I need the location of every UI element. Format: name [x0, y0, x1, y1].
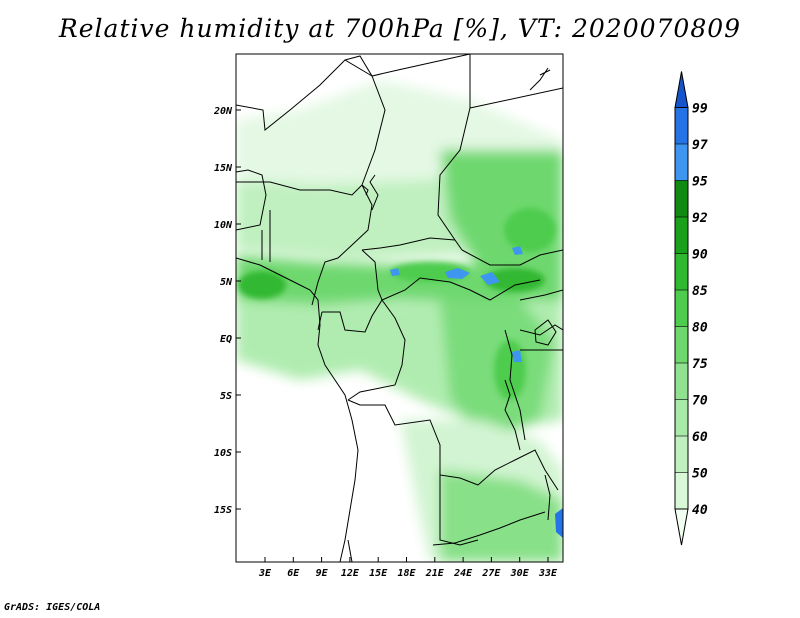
humidity-max-blob: [480, 272, 500, 285]
lake-tanganyika: [504, 379, 521, 451]
lon-tick-label: 24E: [453, 568, 473, 579]
colorbar-label: 85: [692, 284, 708, 299]
border-nigeria-cameroon: [311, 244, 353, 306]
lake-malawi: [544, 474, 551, 521]
lon-tick-label: 30E: [510, 568, 530, 579]
colorbar-label: 40: [692, 503, 708, 518]
humidity-max-blob: [390, 268, 400, 276]
colorbar-swatch: [675, 399, 688, 436]
lat-tick-label: 10S: [214, 448, 232, 459]
colorbar: 40 50 60 70 75 80 85 90 92 95 97 99: [674, 71, 708, 546]
humidity-maxima: [390, 246, 563, 538]
lon-tick-label: 15E: [369, 568, 388, 579]
colorbar-swatch: [675, 253, 688, 290]
lat-tick-label: 15N: [214, 163, 233, 174]
country-borders: [236, 54, 563, 562]
lat-tick-label: EQ: [220, 334, 232, 345]
border-south-sudan-uganda: [519, 289, 563, 301]
humidity-max-blob: [555, 508, 563, 538]
humidity-max-blob: [512, 350, 522, 362]
humidity-region-southeast: [440, 470, 563, 562]
colorbar-swatch: [675, 472, 688, 509]
lon-tick-label: 6E: [287, 568, 300, 579]
humidity-core-northeast: [504, 208, 556, 252]
colorbar-label: 50: [692, 467, 708, 482]
lat-tick-label: 15S: [214, 505, 232, 516]
colorbar-label: 99: [692, 102, 708, 117]
colorbar-swatch: [674, 508, 689, 546]
longitude-axis: 3E 6E 9E 12E 15E 18E 21E 24E 27E 30E 33E: [258, 557, 558, 579]
lat-tick-label: 5N: [220, 277, 233, 288]
latitude-axis: 20N 15N 10N 5N EQ 5S 10S 15S: [213, 106, 241, 516]
lat-tick-label: 5S: [220, 391, 232, 402]
colorbar-label: 60: [692, 430, 708, 445]
border-benin: [261, 210, 271, 262]
lat-tick-label: 20N: [213, 106, 233, 117]
border-sudan-south: [461, 249, 563, 266]
lon-tick-label: 3E: [258, 568, 272, 579]
border-car-drc: [381, 277, 541, 301]
colorbar-label: 80: [692, 321, 708, 336]
border-cameroon-car: [361, 249, 383, 301]
lon-tick-label: 27E: [481, 568, 501, 579]
lon-tick-label: 12E: [341, 568, 360, 579]
coast-ne: [529, 67, 551, 91]
colorbar-swatch: [674, 71, 689, 108]
border-drc-angola: [347, 399, 479, 486]
border-gabon-congo: [322, 299, 383, 333]
colorbar-swatch: [675, 363, 688, 400]
colorbar-swatch: [675, 326, 688, 363]
colorbar-swatch: [675, 144, 688, 181]
humidity-max-blob: [512, 246, 523, 255]
colorbar-label: 95: [692, 175, 708, 190]
colorbar-label: 90: [692, 248, 708, 263]
map-frame: [235, 53, 564, 563]
lon-tick-label: 33E: [538, 568, 558, 579]
chart-title: Relative humidity at 700hPa [%], VT: 202…: [58, 14, 742, 43]
border-west-coast: [236, 257, 359, 562]
border-libya-chad: [361, 75, 386, 186]
border-chad-car: [361, 237, 456, 251]
border-drc-zambia: [477, 449, 559, 491]
humidity-core-east: [485, 268, 545, 292]
humidity-core-west: [238, 271, 286, 299]
border-angola-zambia: [439, 475, 479, 546]
humidity-field: [236, 54, 563, 562]
river-nile: [369, 174, 379, 211]
border-lakes: [504, 329, 526, 441]
border-congo-drc: [347, 299, 406, 401]
border-east: [519, 324, 563, 336]
colorbar-swatch: [675, 436, 688, 473]
border-niger-chad: [351, 184, 373, 246]
colorbar-label: 92: [692, 211, 708, 226]
border-zambia-south: [432, 511, 546, 546]
lat-tick-label: 10N: [214, 220, 233, 231]
colorbar-swatch: [675, 290, 688, 327]
border-namibia: [347, 539, 353, 562]
lon-tick-label: 18E: [397, 568, 416, 579]
humidity-region-dry-south: [280, 420, 430, 562]
colorbar-label: 70: [692, 394, 708, 409]
colorbar-swatch: [675, 217, 688, 254]
humidity-max-blob: [445, 268, 470, 279]
border-niger-nigeria: [236, 181, 363, 196]
colorbar-label: 75: [692, 357, 708, 372]
lon-tick-label: 21E: [425, 568, 445, 579]
border-west-africa: [236, 169, 267, 231]
border-chad-sudan: [437, 107, 471, 251]
lon-tick-label: 9E: [316, 568, 329, 579]
colorbar-swatch: [675, 180, 688, 217]
credit-text: GrADS: IGES/COLA: [4, 602, 101, 613]
lake-victoria: [534, 319, 557, 346]
colorbar-swatch: [675, 107, 688, 144]
lake-chad: [361, 184, 369, 196]
colorbar-label: 97: [692, 138, 708, 153]
